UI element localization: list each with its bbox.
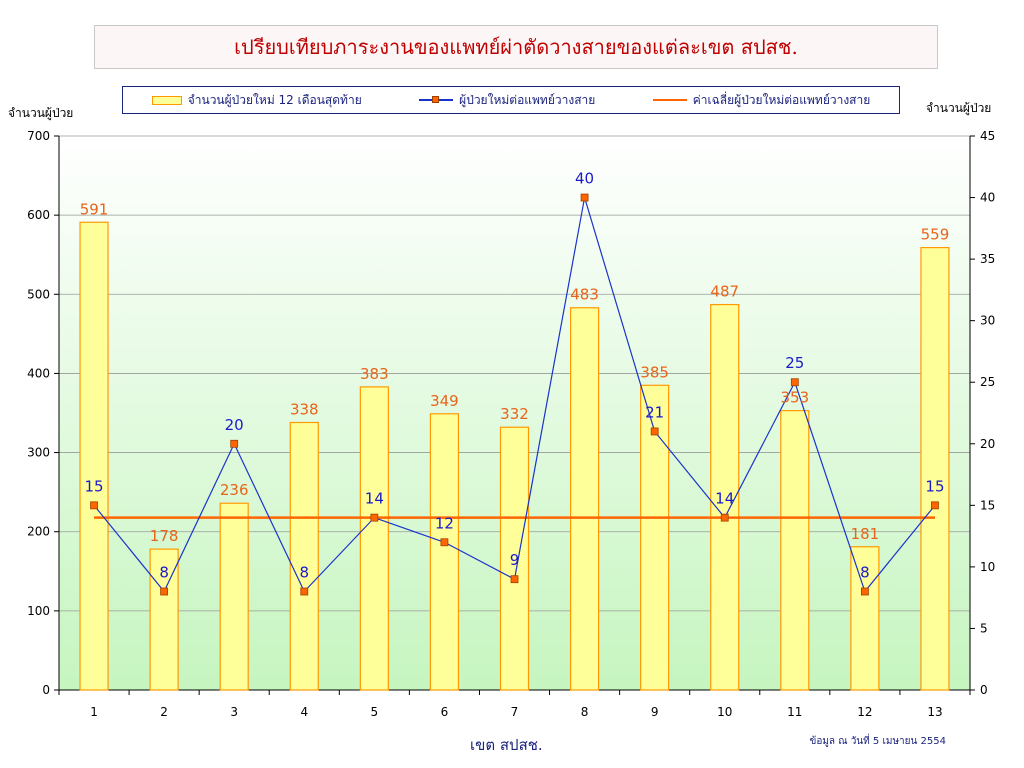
bar — [79, 221, 109, 691]
bar-data-label: 487 — [710, 283, 739, 301]
y-right-tick-label: 45 — [980, 129, 995, 143]
x-tick-label: 10 — [717, 705, 732, 719]
point-data-label: 21 — [645, 403, 664, 421]
x-tick-label: 7 — [511, 705, 519, 719]
y-left-tick-label: 0 — [42, 683, 50, 697]
x-tick-label: 3 — [230, 705, 238, 719]
line-point — [650, 427, 659, 436]
x-tick-label: 6 — [441, 705, 449, 719]
line-point — [90, 501, 98, 510]
x-tick-label: 4 — [300, 705, 308, 719]
bar-data-label: 178 — [150, 527, 179, 545]
bar — [569, 307, 600, 691]
y-right-tick-label: 10 — [980, 560, 995, 574]
bar — [920, 246, 950, 691]
bar-data-label: 332 — [500, 405, 529, 423]
line-point — [300, 587, 309, 596]
y-right-tick-label: 40 — [980, 191, 995, 205]
legend: จำนวนผู้ป่วยใหม่ 12 เดือนสุดท้าย ผู้ป่วย… — [122, 86, 900, 114]
point-data-label: 14 — [715, 490, 734, 508]
bar — [499, 426, 530, 691]
line-point — [370, 513, 379, 522]
legend-label-line: ผู้ป่วยใหม่ต่อแพทย์วางสาย — [459, 92, 596, 107]
legend-item-line: ผู้ป่วยใหม่ต่อแพทย์วางสาย — [419, 91, 595, 110]
bar-data-label: 483 — [570, 286, 599, 304]
legend-item-bars: จำนวนผู้ป่วยใหม่ 12 เดือนสุดท้าย — [151, 91, 362, 110]
data-date-note: ข้อมูล ณ วันที่ 5 เมษายน 2554 — [809, 736, 947, 747]
bar-data-label: 236 — [220, 481, 249, 499]
line-point — [580, 193, 589, 202]
point-data-label: 8 — [299, 564, 309, 582]
point-data-label: 25 — [785, 354, 804, 372]
x-tick-label: 2 — [160, 705, 168, 719]
bar — [429, 413, 460, 691]
line-point — [440, 538, 449, 547]
legend-swatch-bar — [151, 95, 182, 105]
legend-item-average: ค่าเฉลี่ยผู้ป่วยใหม่ต่อแพทย์วางสาย — [652, 91, 871, 110]
bar-data-label: 353 — [780, 389, 809, 407]
y-right-tick-label: 0 — [980, 683, 988, 697]
x-tick-label: 5 — [371, 705, 379, 719]
x-tick-label: 13 — [927, 705, 942, 719]
x-tick-label: 8 — [581, 705, 589, 719]
point-data-label: 15 — [84, 477, 103, 495]
y-left-tick-label: 700 — [27, 129, 50, 143]
bar-data-label: 383 — [360, 365, 389, 383]
bar — [710, 303, 740, 691]
legend-label-bars: จำนวนผู้ป่วยใหม่ 12 เดือนสุดท้าย — [187, 92, 362, 107]
legend-swatch-line — [419, 95, 454, 105]
line-point — [860, 587, 869, 596]
x-tick-label: 11 — [787, 705, 802, 719]
y-left-tick-label: 200 — [27, 525, 50, 539]
legend-swatch-average — [652, 98, 687, 102]
bar — [359, 386, 389, 691]
point-data-label: 9 — [510, 551, 520, 569]
y-right-tick-label: 25 — [980, 375, 995, 389]
bar — [850, 546, 880, 691]
bar-data-label: 338 — [290, 400, 319, 418]
point-data-label: 20 — [225, 416, 244, 434]
point-data-label: 8 — [159, 564, 169, 582]
bar — [289, 421, 319, 691]
x-axis-title: เขต สปสช. — [470, 736, 543, 754]
point-data-label: 12 — [435, 514, 454, 532]
line-point — [160, 587, 169, 596]
bar — [219, 502, 249, 691]
y-left-tick-label: 600 — [27, 208, 50, 222]
y-axis-left-title: จำนวนผู้ป่วย — [8, 106, 74, 120]
bar-data-label: 181 — [851, 525, 880, 543]
point-data-label: 40 — [575, 170, 594, 188]
bar — [640, 384, 670, 691]
bar — [780, 410, 810, 691]
bar-data-label: 591 — [80, 200, 109, 218]
y-right-tick-label: 20 — [980, 437, 995, 451]
y-right-tick-label: 15 — [980, 498, 995, 512]
point-data-label: 15 — [925, 477, 944, 495]
point-data-label: 14 — [365, 490, 384, 508]
line-point — [720, 513, 729, 522]
y-right-tick-label: 5 — [980, 621, 988, 635]
legend-label-average: ค่าเฉลี่ยผู้ป่วยใหม่ต่อแพทย์วางสาย — [692, 92, 871, 107]
y-left-tick-label: 100 — [27, 604, 50, 618]
y-right-tick-label: 30 — [980, 314, 995, 328]
line-point — [790, 378, 799, 387]
bar-data-label: 385 — [640, 363, 669, 381]
point-data-label: 8 — [860, 564, 870, 582]
chart-title: เปรียบเทียบภาระงานของแพทย์ผ่าตัดวางสายขอ… — [234, 35, 798, 59]
line-point — [510, 575, 519, 584]
y-left-tick-label: 300 — [27, 446, 50, 460]
y-right-tick-label: 35 — [980, 252, 995, 266]
bar-data-label: 349 — [430, 392, 459, 410]
x-tick-label: 1 — [90, 705, 98, 719]
y-axis-right-title: จำนวนผู้ป่วย — [926, 101, 992, 115]
y-left-tick-label: 400 — [27, 366, 50, 380]
line-point — [230, 439, 239, 448]
y-left-tick-label: 500 — [27, 287, 50, 301]
bar-data-label: 559 — [921, 226, 950, 244]
chart-title-box: เปรียบเทียบภาระงานของแพทย์ผ่าตัดวางสายขอ… — [94, 25, 938, 69]
x-tick-label: 9 — [651, 705, 659, 719]
x-tick-label: 12 — [857, 705, 872, 719]
line-point — [931, 501, 939, 510]
